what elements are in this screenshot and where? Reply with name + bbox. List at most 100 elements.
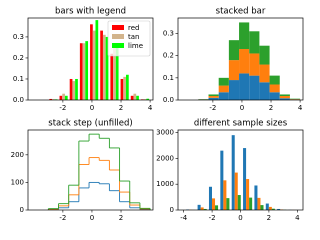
y-tick-label: 0.0: [13, 96, 24, 104]
y-tick-label: 100: [11, 178, 24, 186]
bar: [243, 148, 247, 210]
bar: [136, 95, 139, 100]
bar: [239, 49, 250, 74]
x-tick-label: -2: [59, 104, 66, 112]
bar: [279, 98, 290, 100]
bar: [249, 31, 260, 54]
bar: [234, 172, 238, 210]
bar: [269, 84, 280, 93]
y-tick-label: 3000: [156, 129, 174, 137]
bar: [231, 135, 235, 210]
bar: [126, 74, 129, 100]
bar: [92, 30, 96, 100]
bar: [69, 78, 73, 100]
bar: [62, 93, 65, 100]
bar: [226, 198, 230, 210]
legend-label: tan: [128, 33, 139, 41]
bar: [123, 76, 127, 100]
bar: [85, 41, 89, 100]
subplot: bars with legend -2 0 2 4 0.0 0.1 0.2 0.3 redtanl…: [13, 7, 154, 112]
x-tick-label: 4: [298, 104, 303, 112]
y-tick-label: 0.0: [163, 96, 174, 104]
bar: [237, 195, 241, 210]
bar: [82, 43, 86, 100]
bar: [208, 186, 212, 210]
bar: [211, 198, 216, 210]
bar: [72, 81, 76, 100]
bar: [228, 80, 240, 100]
bar: [268, 206, 272, 210]
bar: [90, 24, 93, 100]
bar: [133, 93, 137, 100]
x-tick-label: 0: [240, 104, 244, 112]
bar: [269, 75, 280, 85]
bar: [208, 94, 219, 97]
bar: [59, 95, 63, 100]
subplot: stacked bar -2 0 2 4 0.0 0.1 0.2 0.3: [163, 7, 304, 112]
bar: [246, 179, 250, 210]
x-tick-label: 2: [119, 214, 123, 222]
bar: [130, 95, 134, 100]
bar: [259, 64, 270, 83]
bar: [113, 47, 116, 100]
x-tick-label: 2: [269, 104, 273, 112]
bar: [271, 208, 275, 210]
x-tick-label: -2: [209, 214, 216, 222]
legend-label: lime: [128, 42, 143, 50]
bar: [197, 204, 201, 210]
bar: [228, 60, 240, 81]
y-tick-label: 0.1: [163, 74, 174, 82]
bar: [249, 53, 260, 76]
y-tick-label: 0.2: [13, 54, 24, 62]
bar: [64, 95, 68, 100]
bar: [220, 150, 224, 210]
bar: [259, 82, 270, 100]
bar: [218, 92, 229, 100]
bar: [95, 20, 99, 101]
bar: [277, 208, 281, 210]
y-tick-label: 2000: [156, 154, 174, 162]
bar: [215, 205, 219, 210]
y-tick-label: 200: [11, 151, 24, 159]
bar: [279, 94, 290, 97]
bar: [105, 36, 109, 100]
axes-frame: [27, 129, 154, 211]
x-tick-label: 0: [90, 104, 94, 112]
bar: [115, 45, 119, 100]
x-tick-label: 4: [295, 214, 300, 222]
bar: [200, 207, 204, 210]
bar: [257, 197, 261, 210]
x-tick-label: -2: [59, 214, 66, 222]
y-tick-label: 0.1: [13, 75, 24, 83]
bar: [223, 180, 227, 210]
y-tick-label: 0.3: [163, 30, 174, 38]
legend-swatch: [112, 25, 124, 30]
x-tick-label: 2: [267, 214, 271, 222]
x-tick-label: 2: [119, 104, 123, 112]
x-tick-label: -4: [180, 214, 188, 222]
subplot-title: different sample sizes: [194, 119, 288, 129]
y-tick-label: 1000: [156, 180, 174, 188]
y-tick-label: 0: [20, 206, 24, 214]
legend-label: red: [128, 24, 139, 32]
bar: [52, 99, 55, 100]
bar: [100, 30, 103, 100]
bar: [254, 185, 258, 210]
bar: [120, 78, 124, 100]
bar: [75, 78, 78, 100]
subplot: stack step (unfilled) -2 0 2 0 100 200: [11, 119, 154, 222]
bar: [102, 34, 106, 101]
bar: [239, 73, 250, 100]
bar: [265, 203, 269, 210]
subplot-title: bars with legend: [55, 7, 126, 17]
bar: [249, 197, 253, 210]
bar: [279, 96, 290, 99]
legend-swatch: [112, 34, 124, 39]
figure: bars with legend -2 0 2 4 0.0 0.1 0.2 0.3 redtanl…: [11, 7, 304, 222]
y-tick-label: 0.2: [163, 52, 174, 60]
legend-swatch: [112, 43, 124, 48]
bar: [218, 85, 229, 93]
y-tick-label: 0.3: [13, 33, 24, 41]
y-tick-label: 0: [170, 206, 174, 214]
